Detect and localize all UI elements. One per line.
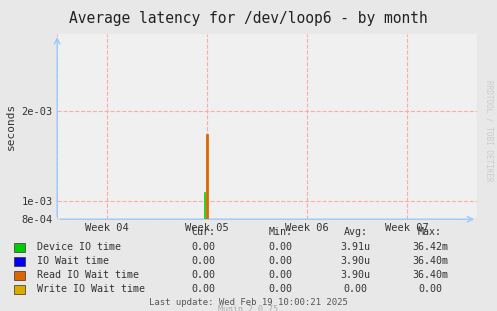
Text: Device IO time: Device IO time	[37, 242, 121, 252]
Text: Read IO Wait time: Read IO Wait time	[37, 270, 139, 280]
Text: Write IO Wait time: Write IO Wait time	[37, 284, 145, 294]
Text: 3.91u: 3.91u	[340, 242, 370, 252]
Text: 36.40m: 36.40m	[412, 270, 448, 280]
Text: 0.00: 0.00	[192, 242, 216, 252]
Text: Max:: Max:	[418, 227, 442, 237]
Text: 36.42m: 36.42m	[412, 242, 448, 252]
Text: Avg:: Avg:	[343, 227, 367, 237]
Text: 3.90u: 3.90u	[340, 270, 370, 280]
Text: 0.00: 0.00	[192, 284, 216, 294]
Text: 3.90u: 3.90u	[340, 256, 370, 266]
Text: Average latency for /dev/loop6 - by month: Average latency for /dev/loop6 - by mont…	[69, 11, 428, 26]
Text: Last update: Wed Feb 19 10:00:21 2025: Last update: Wed Feb 19 10:00:21 2025	[149, 298, 348, 307]
Text: 0.00: 0.00	[418, 284, 442, 294]
Text: Munin 2.0.75: Munin 2.0.75	[219, 305, 278, 311]
Text: 0.00: 0.00	[269, 256, 293, 266]
Text: RRDTOOL / TOBI OETIKER: RRDTOOL / TOBI OETIKER	[485, 80, 494, 182]
Text: 0.00: 0.00	[269, 270, 293, 280]
Y-axis label: seconds: seconds	[6, 103, 16, 150]
Text: 0.00: 0.00	[269, 284, 293, 294]
Text: IO Wait time: IO Wait time	[37, 256, 109, 266]
Text: Cur:: Cur:	[192, 227, 216, 237]
Text: 0.00: 0.00	[343, 284, 367, 294]
Text: 0.00: 0.00	[192, 256, 216, 266]
Text: 0.00: 0.00	[192, 270, 216, 280]
Text: Min:: Min:	[269, 227, 293, 237]
Text: 36.40m: 36.40m	[412, 256, 448, 266]
Text: 0.00: 0.00	[269, 242, 293, 252]
